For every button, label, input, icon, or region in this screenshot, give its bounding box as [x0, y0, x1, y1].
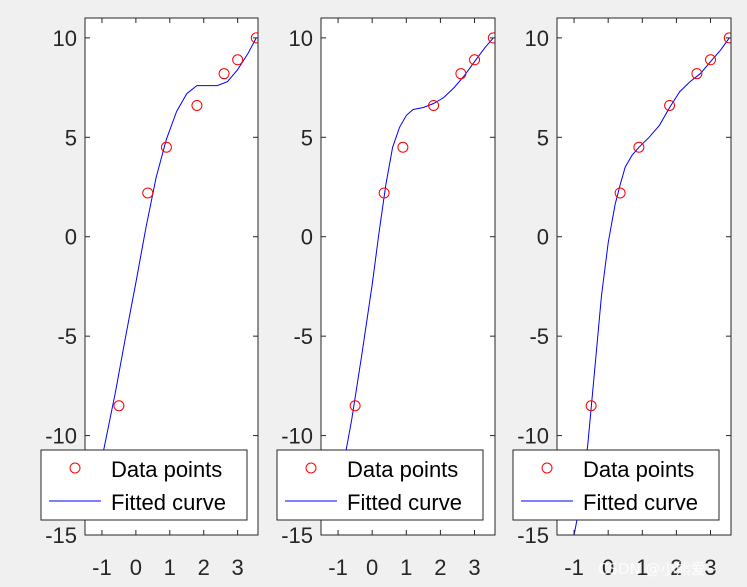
- data-point: [691, 68, 703, 80]
- data-point: [633, 141, 645, 153]
- plot-area: [557, 18, 731, 535]
- legend-marker-points: [541, 462, 553, 474]
- data-point: [142, 187, 154, 199]
- legend-box: [40, 449, 248, 521]
- data-point: [614, 187, 626, 199]
- fitted-curve: [330, 37, 494, 516]
- x-tick-label: 1: [636, 555, 648, 580]
- axes-box: [556, 17, 732, 536]
- y-tick-label: 0: [65, 225, 77, 250]
- x-tick-label: -1: [328, 555, 348, 580]
- data-point: [349, 400, 361, 412]
- legend-label: Data points: [583, 457, 694, 482]
- data-layer: [330, 32, 495, 516]
- data-point: [191, 99, 203, 111]
- y-tick-label: -15: [45, 523, 77, 548]
- data-point: [218, 68, 230, 80]
- data-point: [428, 99, 440, 111]
- x-tick-label: 2: [198, 555, 210, 580]
- y-tick-label: -15: [281, 523, 313, 548]
- y-tick-label: -10: [517, 424, 549, 449]
- y-tick-label: -5: [293, 324, 313, 349]
- y-tick-label: 5: [301, 125, 313, 150]
- legend-box: [276, 449, 484, 521]
- x-tick-label: -1: [92, 555, 112, 580]
- data-point: [397, 141, 409, 153]
- watermark-text: CSDN @小熊爱~: [598, 560, 719, 578]
- y-tick-label: -10: [45, 424, 77, 449]
- x-tick-label: 3: [468, 555, 480, 580]
- x-tick-label: 0: [602, 555, 614, 580]
- plot-area: [321, 18, 495, 535]
- data-point: [160, 141, 172, 153]
- data-point: [469, 54, 481, 66]
- y-tick-label: 5: [65, 125, 77, 150]
- data-point: [487, 32, 495, 44]
- data-layer: [94, 32, 258, 492]
- legend-label: Data points: [347, 457, 458, 482]
- y-tick-label: -10: [281, 424, 313, 449]
- y-tick-label: 0: [537, 225, 549, 250]
- legend-box: [512, 449, 720, 521]
- fitted-curve: [94, 37, 257, 492]
- data-point: [250, 32, 258, 44]
- legend: Data points Fitted curve: [40, 449, 248, 521]
- data-layer: [573, 32, 731, 535]
- x-tick-label: 0: [130, 555, 142, 580]
- y-tick-label: 5: [537, 125, 549, 150]
- y-tick-label: -15: [517, 523, 549, 548]
- y-tick-label: -5: [529, 324, 549, 349]
- legend-marker-points: [305, 462, 317, 474]
- axes-box: [320, 17, 496, 536]
- legend-marker-points: [69, 462, 81, 474]
- x-tick-label: 2: [670, 555, 682, 580]
- data-point: [705, 54, 717, 66]
- x-tick-label: -1: [564, 555, 584, 580]
- legend: Data points Fitted curve: [512, 449, 720, 521]
- data-point: [664, 99, 676, 111]
- y-tick-label: 10: [289, 26, 313, 51]
- x-tick-label: 3: [704, 555, 716, 580]
- x-tick-label: 0: [366, 555, 378, 580]
- legend-label: Fitted curve: [347, 490, 462, 515]
- y-tick-label: -5: [57, 324, 77, 349]
- data-point: [113, 400, 125, 412]
- x-tick-label: 1: [400, 555, 412, 580]
- axes-box: [84, 17, 259, 536]
- y-tick-label: 0: [301, 225, 313, 250]
- data-point: [585, 400, 597, 412]
- legend: Data points Fitted curve: [276, 449, 484, 521]
- legend-label: Fitted curve: [111, 490, 226, 515]
- data-point: [455, 68, 467, 80]
- legend-label: Fitted curve: [583, 490, 698, 515]
- y-tick-label: 10: [53, 26, 77, 51]
- x-tick-label: 3: [232, 555, 244, 580]
- legend-label: Data points: [111, 457, 222, 482]
- data-point: [378, 187, 390, 199]
- x-tick-label: 2: [434, 555, 446, 580]
- data-point: [723, 32, 731, 44]
- x-tick-label: 1: [164, 555, 176, 580]
- plot-area: [85, 18, 258, 535]
- data-point: [232, 54, 244, 66]
- y-tick-label: 10: [525, 26, 549, 51]
